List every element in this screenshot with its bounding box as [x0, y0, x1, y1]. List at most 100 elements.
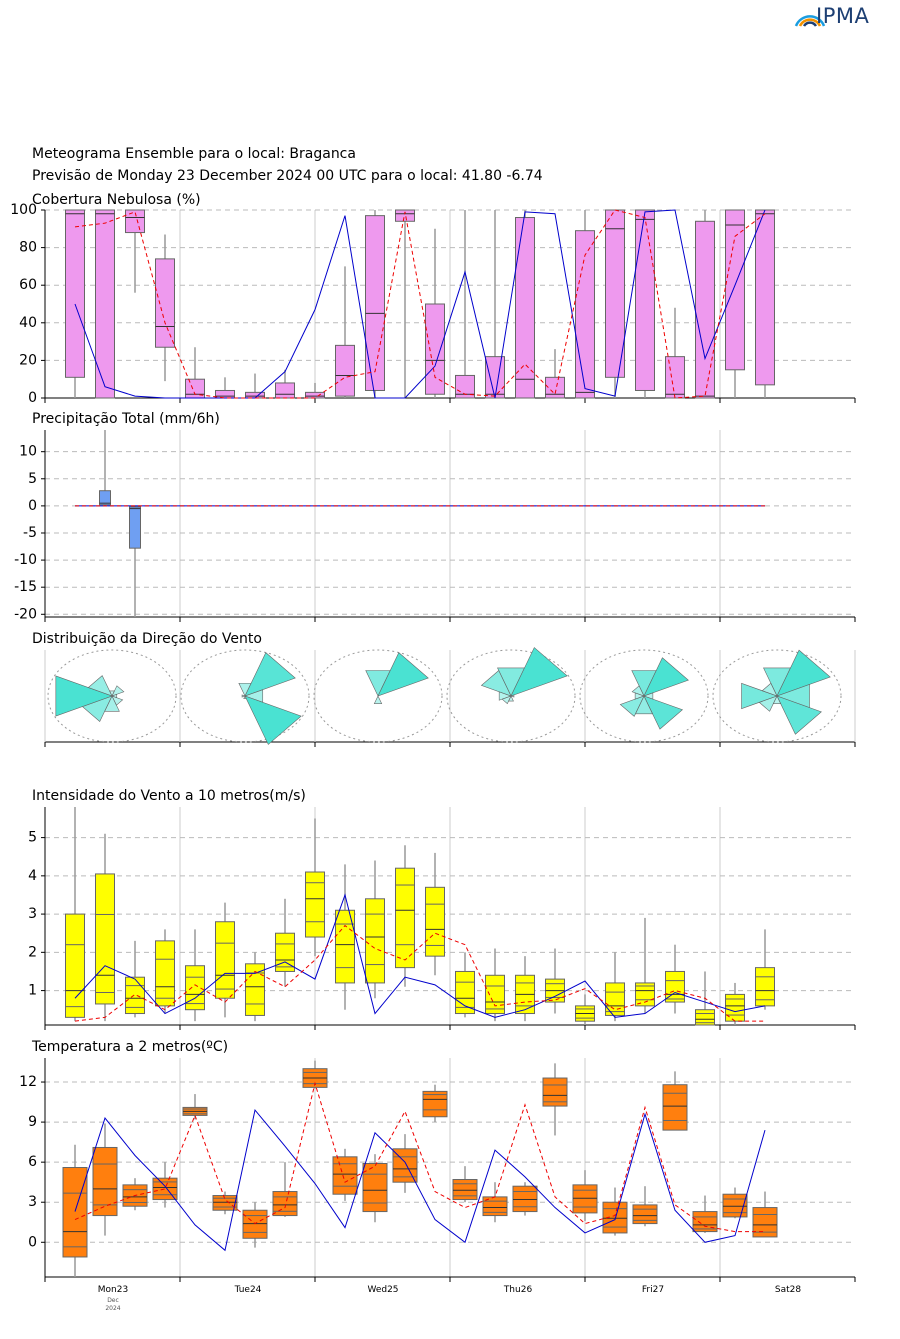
- box-inner: [725, 998, 745, 1016]
- box-iqr: [485, 356, 505, 399]
- y-tick-label: -15: [14, 579, 37, 595]
- day-label-4: Fri27: [642, 1285, 664, 1295]
- chart-title-1: Precipitação Total (mm/6h): [32, 411, 220, 427]
- year-label: 2024: [105, 1305, 120, 1312]
- box-iqr: [365, 215, 385, 391]
- mean-line: [74, 209, 766, 399]
- box-iqr: [215, 389, 235, 399]
- box-inner: [332, 1163, 358, 1187]
- y-tick-label: 6: [28, 1154, 37, 1170]
- rose-petal: [631, 685, 645, 697]
- box-inner: [362, 1173, 388, 1204]
- y-tick-label: 0: [28, 1234, 37, 1250]
- box-inner: [605, 991, 625, 1013]
- rose-petal: [241, 694, 246, 698]
- y-tick-label: 12: [19, 1074, 37, 1090]
- box-inner: [365, 913, 385, 966]
- y-tick-label: 5: [28, 471, 37, 487]
- control-line: [74, 209, 766, 399]
- y-tick-label: 20: [19, 352, 37, 368]
- wind-rose-2: [365, 652, 429, 704]
- rose-petal: [761, 682, 778, 697]
- control-line: [74, 924, 765, 1022]
- box-inner: [245, 972, 265, 1005]
- mean-line: [74, 1108, 766, 1252]
- rose-petal: [244, 695, 302, 745]
- rose-petal: [741, 682, 778, 710]
- box-iqr: [665, 356, 685, 399]
- box-iqr: [129, 506, 141, 549]
- box-inner: [632, 1208, 658, 1221]
- rose-petal: [244, 652, 296, 697]
- rose-petal: [243, 695, 247, 699]
- box-inner: [662, 1092, 688, 1121]
- box-iqr: [635, 209, 655, 391]
- chart-title-4: Temperatura a 2 metros(ºC): [31, 1039, 228, 1055]
- rose-petal: [510, 647, 568, 697]
- box-iqr: [99, 490, 111, 506]
- box-iqr: [605, 209, 625, 378]
- box-inner: [392, 1156, 418, 1178]
- chart-title-0: Cobertura Nebulosa (%): [32, 192, 201, 208]
- y-tick-label: -20: [14, 606, 37, 622]
- rose-petal: [373, 695, 383, 704]
- rose-frame: [180, 649, 310, 743]
- rose-petal: [619, 695, 645, 717]
- box-iqr: [575, 230, 595, 399]
- box-iqr: [515, 217, 535, 399]
- box-inner: [152, 1181, 178, 1196]
- rose-frame: [712, 649, 842, 743]
- y-tick-label: 0: [28, 498, 37, 514]
- y-tick-label: 80: [19, 240, 37, 256]
- box-iqr: [95, 209, 115, 399]
- box-inner: [95, 913, 115, 993]
- forecast-subtitle: Previsão de Monday 23 December 2024 00 U…: [32, 168, 543, 184]
- box-iqr: [545, 376, 565, 399]
- box-iqr: [755, 209, 775, 386]
- box-inner: [425, 903, 445, 946]
- wind-rose-4: [619, 657, 689, 730]
- wind-rose-1: [238, 652, 302, 745]
- y-tick-label: 3: [28, 1194, 37, 1210]
- y-tick-label: 100: [10, 202, 37, 218]
- rose-petal: [776, 695, 822, 735]
- box-iqr: [65, 209, 85, 378]
- box-inner: [185, 976, 205, 1005]
- box-inner: [155, 958, 175, 999]
- box-iqr: [125, 209, 145, 234]
- y-tick-label: 2: [28, 944, 37, 960]
- box-inner: [485, 985, 505, 1010]
- box-iqr: [395, 209, 415, 222]
- day-label-1: Tue24: [234, 1285, 262, 1295]
- ipma-logo-text: IPMA: [816, 4, 870, 28]
- month-label: Dec: [107, 1297, 119, 1304]
- box-inner: [482, 1200, 508, 1213]
- wind-rose-0: [55, 675, 125, 722]
- box-inner: [305, 882, 325, 923]
- box-inner: [215, 942, 235, 990]
- y-tick-label: 5: [28, 830, 37, 846]
- box-iqr: [245, 391, 265, 399]
- y-tick-label: 4: [28, 868, 37, 884]
- day-label-0: Mon23: [98, 1285, 128, 1295]
- rose-petal: [377, 652, 429, 697]
- y-tick-label: -5: [23, 525, 37, 541]
- y-tick-label: -10: [14, 552, 37, 568]
- box-inner: [692, 1216, 718, 1230]
- y-tick-label: 3: [28, 906, 37, 922]
- rose-frame: [446, 649, 576, 743]
- box-inner: [62, 1192, 88, 1248]
- rose-frame: [579, 649, 709, 743]
- rose-petal: [480, 670, 512, 697]
- box-iqr: [155, 258, 175, 348]
- box-inner: [275, 943, 295, 968]
- box-inner: [665, 980, 685, 1000]
- rose-petal: [55, 675, 113, 717]
- ipma-logo-icon: [794, 15, 826, 27]
- box-inner: [695, 1013, 715, 1024]
- box-inner: [125, 985, 145, 1008]
- y-tick-label: 0: [28, 390, 37, 406]
- box-iqr: [275, 382, 295, 399]
- box-inner: [455, 981, 475, 1008]
- box-iqr: [695, 220, 715, 399]
